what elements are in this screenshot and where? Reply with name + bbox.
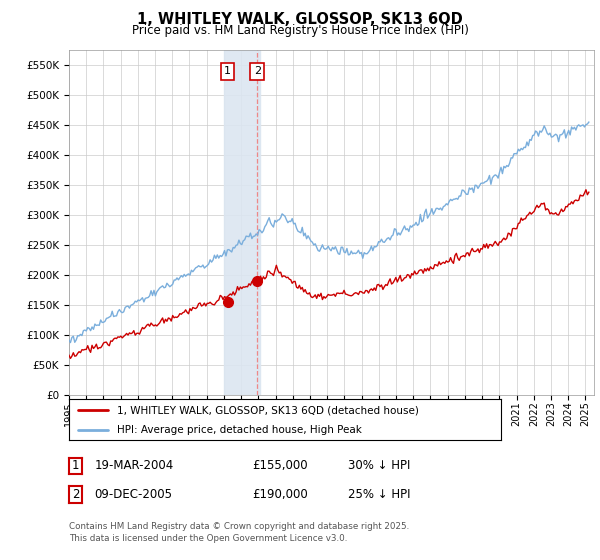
Text: HPI: Average price, detached house, High Peak: HPI: Average price, detached house, High… <box>116 424 361 435</box>
Text: 1: 1 <box>224 67 231 76</box>
Text: £155,000: £155,000 <box>252 459 308 473</box>
Text: 19-MAR-2004: 19-MAR-2004 <box>94 459 173 473</box>
Text: Contains HM Land Registry data © Crown copyright and database right 2025.
This d: Contains HM Land Registry data © Crown c… <box>69 522 409 543</box>
Text: 09-DEC-2005: 09-DEC-2005 <box>94 488 172 501</box>
Text: 25% ↓ HPI: 25% ↓ HPI <box>348 488 410 501</box>
Text: £190,000: £190,000 <box>252 488 308 501</box>
Text: 1: 1 <box>72 459 79 473</box>
Text: Price paid vs. HM Land Registry's House Price Index (HPI): Price paid vs. HM Land Registry's House … <box>131 24 469 36</box>
Text: 2: 2 <box>72 488 79 501</box>
Text: 30% ↓ HPI: 30% ↓ HPI <box>348 459 410 473</box>
Text: 1, WHITLEY WALK, GLOSSOP, SK13 6QD (detached house): 1, WHITLEY WALK, GLOSSOP, SK13 6QD (deta… <box>116 405 418 415</box>
Text: 1, WHITLEY WALK, GLOSSOP, SK13 6QD: 1, WHITLEY WALK, GLOSSOP, SK13 6QD <box>137 12 463 27</box>
Text: 2: 2 <box>254 67 261 76</box>
Bar <box>224 50 260 395</box>
